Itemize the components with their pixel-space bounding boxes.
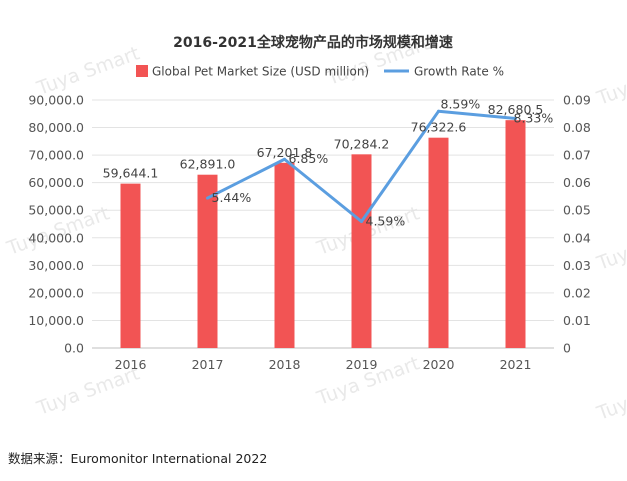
y-right-tick-label: 0 bbox=[563, 341, 571, 356]
x-tick-label: 2020 bbox=[423, 357, 455, 372]
growth-rate-point bbox=[283, 157, 286, 161]
bar-value-label: 76,322.6 bbox=[411, 120, 467, 135]
x-tick-label: 2019 bbox=[346, 357, 378, 372]
x-tick-label: 2016 bbox=[115, 357, 147, 372]
y-left-tick-label: 50,000.0 bbox=[28, 203, 84, 218]
source-note: 数据来源：Euromonitor International 2022 bbox=[8, 451, 268, 466]
y-right-tick-label: 0.03 bbox=[563, 258, 591, 273]
bar bbox=[274, 162, 295, 348]
y-right-tick-label: 0.07 bbox=[563, 148, 591, 163]
growth-rate-label: 4.59% bbox=[366, 214, 406, 229]
chart: Tuya Smart Tuya Smart Tuya Smart Tuya Smart… bbox=[3, 32, 627, 425]
growth-rate-point bbox=[206, 196, 209, 200]
bar bbox=[120, 183, 141, 348]
growth-rate-point bbox=[360, 220, 363, 224]
y-left-tick-label: 20,000.0 bbox=[28, 285, 84, 300]
y-right-tick-label: 0.02 bbox=[563, 285, 591, 300]
bar bbox=[197, 174, 218, 348]
bar bbox=[505, 120, 526, 349]
y-right-tick-label: 0.01 bbox=[563, 313, 591, 328]
growth-rate-label: 6.85% bbox=[289, 151, 329, 166]
bar bbox=[351, 154, 372, 348]
y-left-tick-label: 30,000.0 bbox=[28, 258, 84, 273]
watermark-text: Tuya Smart bbox=[593, 217, 627, 275]
growth-rate-label: 5.44% bbox=[212, 190, 252, 205]
y-left-tick-label: 80,000.0 bbox=[28, 120, 84, 135]
watermark-text: Tuya Smart bbox=[593, 367, 627, 425]
watermark-text: Tuya Smart bbox=[593, 52, 627, 110]
y-left-tick-label: 0.0 bbox=[64, 341, 84, 356]
growth-rate-point bbox=[437, 109, 440, 113]
y-right-tick-label: 0.04 bbox=[563, 230, 591, 245]
legend-swatch-bar bbox=[136, 65, 148, 77]
bar-value-label: 67,201.8 bbox=[257, 145, 313, 160]
bar-value-label: 82,680.5 bbox=[488, 102, 544, 117]
x-tick-label: 2017 bbox=[192, 357, 224, 372]
y-right-tick-label: 0.05 bbox=[563, 203, 591, 218]
legend-label-bar: Global Pet Market Size (USD million) bbox=[152, 65, 369, 79]
x-tick-label: 2018 bbox=[269, 357, 301, 372]
growth-rate-point bbox=[514, 116, 517, 120]
bar bbox=[428, 137, 449, 348]
growth-rate-label: 8.33% bbox=[514, 110, 554, 125]
y-right-tick-label: 0.08 bbox=[563, 120, 591, 135]
y-left-tick-label: 60,000.0 bbox=[28, 175, 84, 190]
y-left-tick-label: 40,000.0 bbox=[28, 230, 84, 245]
bar-value-label: 70,284.2 bbox=[334, 136, 390, 151]
y-left-tick-label: 10,000.0 bbox=[28, 313, 84, 328]
chart-svg: Tuya Smart Tuya Smart Tuya Smart Tuya Smart… bbox=[3, 32, 627, 425]
y-left-tick-label: 70,000.0 bbox=[28, 148, 84, 163]
legend-label-line: Growth Rate % bbox=[414, 65, 504, 79]
y-left-tick-label: 90,000.0 bbox=[28, 93, 84, 108]
chart-title: 2016-2021全球宠物产品的市场规模和增速 bbox=[173, 34, 453, 51]
x-tick-label: 2021 bbox=[500, 357, 532, 372]
y-right-tick-label: 0.06 bbox=[563, 175, 591, 190]
bar-value-label: 59,644.1 bbox=[103, 166, 159, 181]
y-right-tick-label: 0.09 bbox=[563, 93, 591, 108]
watermark-text: Tuya Smart bbox=[33, 42, 142, 100]
growth-rate-label: 8.59% bbox=[441, 96, 481, 111]
bar-value-label: 62,891.0 bbox=[180, 157, 236, 172]
